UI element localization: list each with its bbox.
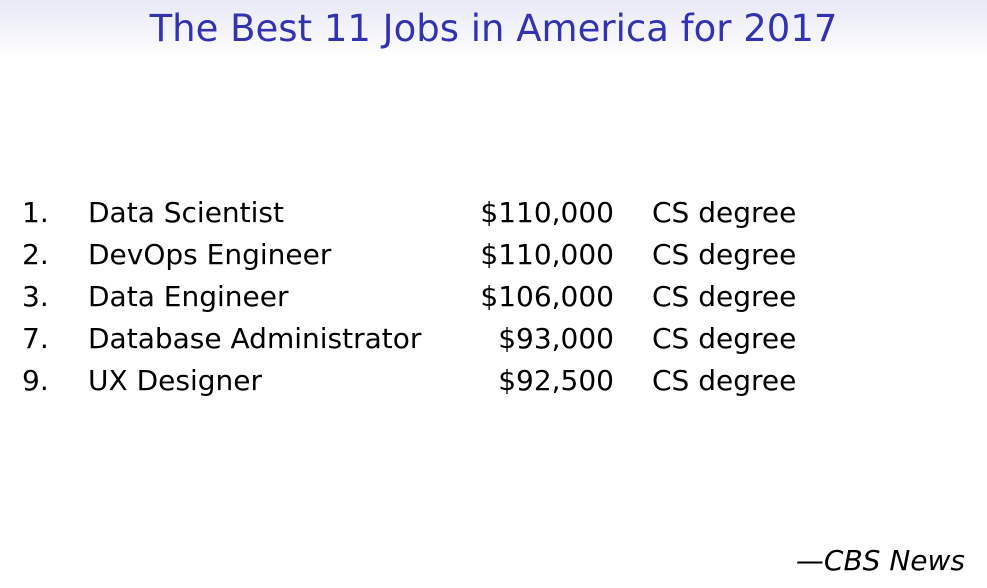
job-salary: $110,000	[480, 196, 614, 229]
job-salary: $110,000	[480, 238, 614, 271]
job-rank: 3.	[22, 280, 49, 313]
slide-title: The Best 11 Jobs in America for 2017	[149, 7, 838, 50]
source-attribution: —CBS News	[795, 544, 965, 577]
job-rank: 2.	[22, 238, 49, 271]
job-title: Database Administrator	[88, 322, 422, 355]
job-salary: $106,000	[480, 280, 614, 313]
table-row: 7. Database Administrator $93,000 CS deg…	[22, 318, 796, 360]
job-requirement: CS degree	[652, 364, 797, 397]
job-title: Data Engineer	[88, 280, 289, 313]
job-title: Data Scientist	[88, 196, 284, 229]
job-requirement: CS degree	[652, 196, 797, 229]
job-requirement: CS degree	[652, 280, 797, 313]
job-rank: 1.	[22, 196, 49, 229]
job-requirement: CS degree	[652, 238, 797, 271]
jobs-table: 1. Data Scientist $110,000 CS degree 2. …	[22, 192, 796, 402]
job-requirement: CS degree	[652, 322, 797, 355]
title-bar	[0, 0, 987, 58]
job-rank: 7.	[22, 322, 49, 355]
table-row: 9. UX Designer $92,500 CS degree	[22, 360, 796, 402]
job-title: DevOps Engineer	[88, 238, 332, 271]
job-salary: $92,500	[498, 364, 614, 397]
table-row: 2. DevOps Engineer $110,000 CS degree	[22, 234, 796, 276]
job-rank: 9.	[22, 364, 49, 397]
job-salary: $93,000	[498, 322, 614, 355]
job-title: UX Designer	[88, 364, 262, 397]
table-row: 1. Data Scientist $110,000 CS degree	[22, 192, 796, 234]
table-row: 3. Data Engineer $106,000 CS degree	[22, 276, 796, 318]
